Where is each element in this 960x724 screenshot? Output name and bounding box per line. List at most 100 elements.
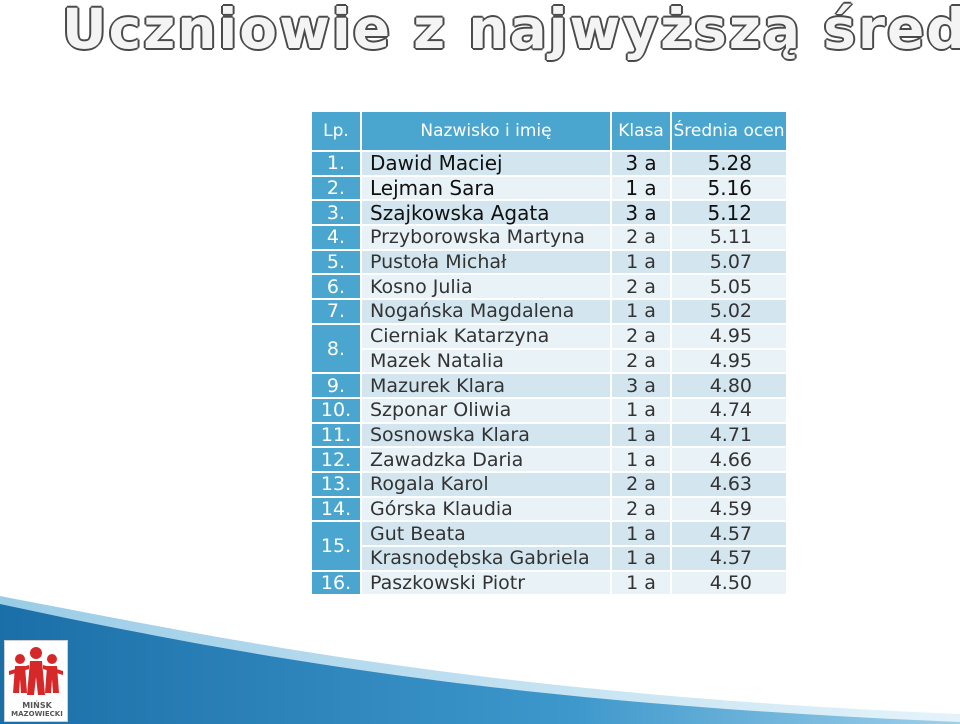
student-class: 3 a [612, 374, 672, 399]
rank-cell: 6. [312, 275, 362, 301]
rank-cell: 10. [312, 398, 362, 424]
student-class: 1 a [612, 176, 672, 202]
student-average: 5.11 [672, 226, 788, 251]
student-name: Pustoła Michał [362, 250, 612, 276]
rank-cell: 11. [312, 423, 362, 449]
rank-cell: 13. [312, 472, 362, 498]
rank-cell: 9. [312, 374, 362, 399]
slide-title: Uczniowie z najwyższą średnią SG [62, 0, 960, 61]
table-row: 3. Szajkowska Agata 3 a 5.12 [312, 201, 788, 227]
student-name: Górska Klaudia [362, 497, 612, 523]
table-row: Mazek Natalia 2 a 4.95 [312, 349, 788, 375]
student-name: Gut Beata [362, 522, 612, 547]
rank-cell: 12. [312, 448, 362, 473]
rank-cell: 5. [312, 250, 362, 276]
rank-cell: 1. [312, 152, 362, 177]
student-class: 1 a [612, 448, 672, 473]
rank-cell: 14. [312, 497, 362, 523]
student-name: Lejman Sara [362, 176, 612, 202]
table-row: 6. Kosno Julia 2 a 5.05 [312, 275, 788, 301]
student-name: Szponar Oliwia [362, 398, 612, 424]
student-class: 3 a [612, 152, 672, 177]
student-name: Szajkowska Agata [362, 201, 612, 227]
table-row: 2. Lejman Sara 1 a 5.16 [312, 176, 788, 202]
student-name: Rogala Karol [362, 472, 612, 498]
student-average: 5.05 [672, 275, 788, 301]
rank-cell: 2. [312, 176, 362, 202]
student-class: 2 a [612, 324, 672, 350]
student-name: Sosnowska Klara [362, 423, 612, 449]
student-name: Krasnodębska Gabriela [362, 547, 612, 572]
student-class: 2 a [612, 497, 672, 523]
rank-cell: 16. [312, 571, 362, 597]
student-average: 4.95 [672, 349, 788, 375]
table-body: 1. Dawid Maciej 3 a 5.28 2. Lejman Sara … [312, 152, 788, 597]
student-average: 4.63 [672, 472, 788, 498]
student-class: 1 a [612, 547, 672, 572]
student-class: 1 a [612, 250, 672, 276]
table-row: 10. Szponar Oliwia 1 a 4.74 [312, 398, 788, 424]
table-row: 16. Paszkowski Piotr 1 a 4.50 [312, 571, 788, 597]
table-row: 4. Przyborowska Martyna 2 a 5.11 [312, 226, 788, 251]
rank-cell: 15. [312, 522, 362, 572]
student-average: 4.59 [672, 497, 788, 523]
decorative-wave [0, 596, 960, 724]
student-name: Cierniak Katarzyna [362, 324, 612, 350]
student-average: 4.74 [672, 398, 788, 424]
logo-line-1: MIŃSK [22, 701, 52, 710]
table-row: Krasnodębska Gabriela 1 a 4.57 [312, 547, 788, 572]
student-name: Kosno Julia [362, 275, 612, 301]
student-class: 2 a [612, 275, 672, 301]
people-figures-logo-icon [9, 647, 63, 695]
student-average: 5.12 [672, 201, 788, 227]
student-name: Paszkowski Piotr [362, 571, 612, 597]
student-average: 4.57 [672, 522, 788, 547]
student-average: 5.02 [672, 300, 788, 325]
student-average: 4.57 [672, 547, 788, 572]
header-avg: Średnia ocen [672, 112, 788, 152]
student-average: 4.95 [672, 324, 788, 350]
student-average: 4.50 [672, 571, 788, 597]
rank-cell: 4. [312, 226, 362, 251]
student-average: 5.07 [672, 250, 788, 276]
table-row: 14. Górska Klaudia 2 a 4.59 [312, 497, 788, 523]
student-class: 1 a [612, 522, 672, 547]
student-name: Mazurek Klara [362, 374, 612, 399]
student-name: Przyborowska Martyna [362, 226, 612, 251]
students-ranking-table: Lp. Nazwisko i imię Klasa Średnia ocen 1… [312, 112, 788, 597]
student-class: 3 a [612, 201, 672, 227]
table-row: 1. Dawid Maciej 3 a 5.28 [312, 152, 788, 177]
table-row: 5. Pustoła Michał 1 a 5.07 [312, 250, 788, 276]
student-class: 1 a [612, 398, 672, 424]
student-class: 1 a [612, 423, 672, 449]
student-class: 2 a [612, 349, 672, 375]
table-header-row: Lp. Nazwisko i imię Klasa Średnia ocen [312, 112, 788, 152]
student-name: Zawadzka Daria [362, 448, 612, 473]
header-name: Nazwisko i imię [362, 112, 612, 152]
student-class: 2 a [612, 472, 672, 498]
student-class: 1 a [612, 300, 672, 325]
rank-cell: 3. [312, 201, 362, 227]
table-row: 9. Mazurek Klara 3 a 4.80 [312, 374, 788, 399]
student-name: Nogańska Magdalena [362, 300, 612, 325]
header-lp: Lp. [312, 112, 362, 152]
rank-cell: 7. [312, 300, 362, 325]
student-name: Dawid Maciej [362, 152, 612, 177]
student-average: 4.80 [672, 374, 788, 399]
student-average: 4.71 [672, 423, 788, 449]
table-row: 11. Sosnowska Klara 1 a 4.71 [312, 423, 788, 449]
student-average: 5.16 [672, 176, 788, 202]
header-klasa: Klasa [612, 112, 672, 152]
table-row: 12. Zawadzka Daria 1 a 4.66 [312, 448, 788, 473]
table-row: 7. Nogańska Magdalena 1 a 5.02 [312, 300, 788, 325]
student-class: 2 a [612, 226, 672, 251]
city-logo: MIŃSK MAZOWIECKI [4, 640, 68, 722]
table-row: 8. Cierniak Katarzyna 2 a 4.95 [312, 324, 788, 375]
table-row: 13. Rogala Karol 2 a 4.63 [312, 472, 788, 498]
rank-cell: 8. [312, 324, 362, 375]
student-average: 4.66 [672, 448, 788, 473]
student-average: 5.28 [672, 152, 788, 177]
student-class: 1 a [612, 571, 672, 597]
table-row: 15. Gut Beata 1 a 4.57 [312, 522, 788, 572]
student-name: Mazek Natalia [362, 349, 612, 375]
